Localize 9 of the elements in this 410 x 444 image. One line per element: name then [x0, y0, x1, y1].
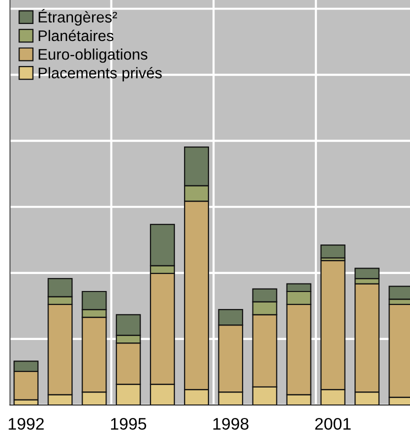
legend-label: Planétaires — [38, 30, 114, 42]
legend-label: Placements privés — [38, 66, 162, 82]
x-tick-label: 1992 — [8, 418, 44, 430]
x-tick-label: 1998 — [213, 418, 248, 430]
x-tick-label: 1995 — [111, 418, 146, 430]
x-tick-label: 2001 — [315, 418, 351, 430]
legend-label: Étrangères² — [38, 9, 118, 26]
bar — [320, 244, 346, 259]
legend-label: Euro-obligations — [38, 48, 148, 63]
